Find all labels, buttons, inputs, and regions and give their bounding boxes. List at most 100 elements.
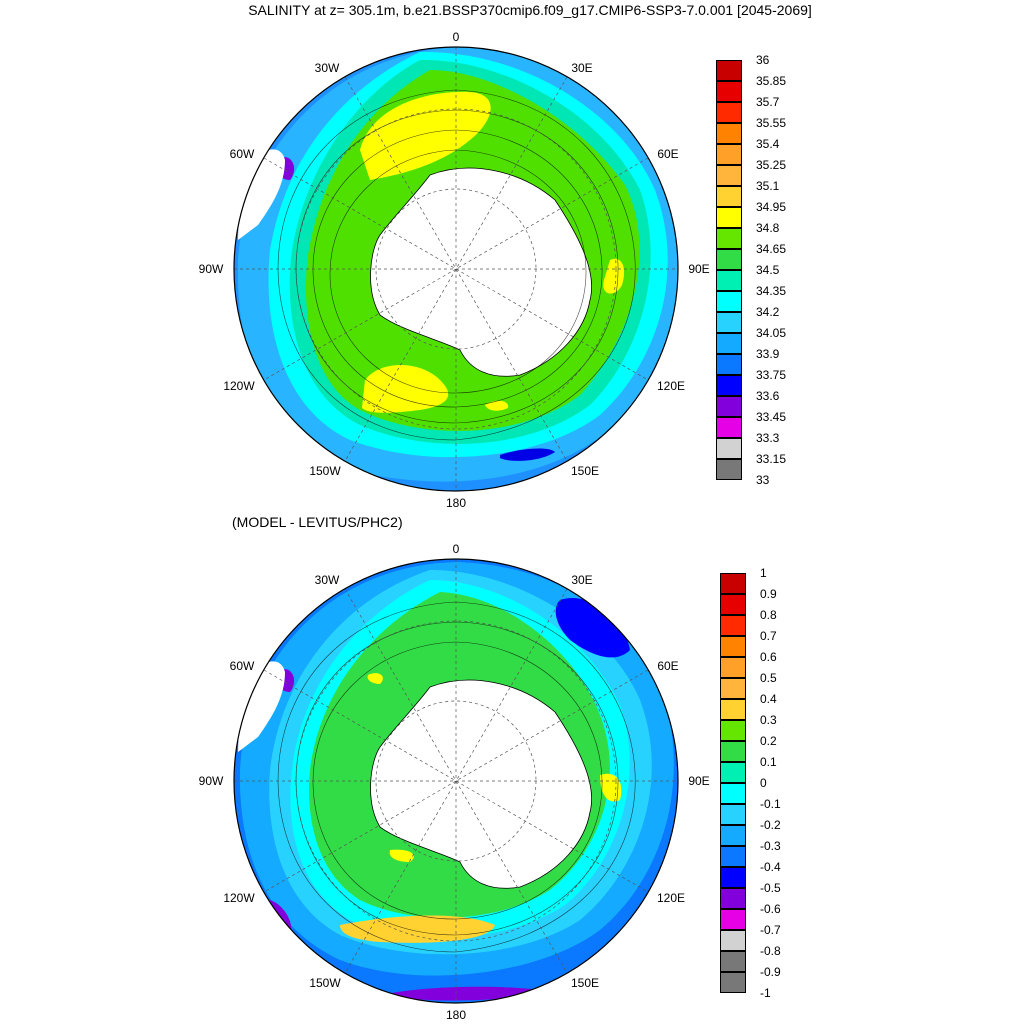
colorbar-label: -0.3: [760, 839, 781, 853]
colorbar-label: 0.9: [760, 587, 777, 601]
colorbar-label: 36: [756, 53, 770, 67]
colorbar-swatch: [716, 375, 742, 396]
colorbar-swatch: [716, 333, 742, 354]
colorbar-label: -1: [760, 986, 771, 1000]
colorbar-swatch: [716, 312, 742, 333]
colorbar-swatch: [716, 459, 742, 480]
colorbar-label: 34.35: [756, 284, 787, 298]
colorbar-label: -0.6: [760, 902, 781, 916]
lon-label-120e: 120E: [656, 379, 686, 393]
lon-label-30w: 30W: [314, 61, 340, 75]
colorbar-swatch: [720, 846, 746, 867]
colorbar-swatch: [720, 594, 746, 615]
colorbar-label: -0.9: [760, 965, 781, 979]
colorbar-label: 34.65: [756, 242, 787, 256]
lon-label-30w: 30W: [314, 573, 340, 587]
colorbar-label: 1: [760, 566, 767, 580]
lon-label-90e: 90E: [688, 262, 710, 276]
colorbar-swatch: [720, 573, 746, 594]
colorbar-label: 35.85: [756, 74, 787, 88]
lon-label-150e: 150E: [570, 976, 600, 990]
lon-label-120w: 120W: [223, 891, 255, 905]
colorbar-label: 33.3: [756, 431, 780, 445]
colorbar-swatch: [716, 396, 742, 417]
lon-label-60e: 60E: [657, 147, 679, 161]
colorbar-swatch: [720, 678, 746, 699]
colorbar-label: 34.05: [756, 326, 787, 340]
colorbar-swatch: [716, 438, 742, 459]
colorbar-swatch: [720, 972, 746, 993]
colorbar-label: 33.75: [756, 368, 787, 382]
colorbar-swatch: [720, 699, 746, 720]
colorbar-swatch: [716, 249, 742, 270]
lon-label-120w: 120W: [223, 379, 255, 393]
colorbar-swatch: [716, 270, 742, 291]
colorbar-label: 0.7: [760, 629, 777, 643]
colorbar-label: -0.5: [760, 881, 781, 895]
lon-label-60w: 60W: [229, 147, 255, 161]
lon-label-0: 0: [452, 30, 460, 44]
colorbar-label: 35.55: [756, 116, 787, 130]
colorbar-swatch: [720, 804, 746, 825]
lon-label-60e: 60E: [657, 659, 679, 673]
colorbar-label: 34.2: [756, 305, 780, 319]
colorbar-label: 33.9: [756, 347, 780, 361]
colorbar-label: 0.6: [760, 650, 777, 664]
colorbar-label: 35.7: [756, 95, 780, 109]
colorbar-label: 0.1: [760, 755, 777, 769]
lon-label-120e: 120E: [656, 891, 686, 905]
colorbar-swatch: [720, 615, 746, 636]
colorbar-swatch: [716, 144, 742, 165]
colorbar-label: 33.15: [756, 452, 787, 466]
lon-label-180: 180: [445, 1008, 467, 1022]
lon-label-30e: 30E: [571, 573, 593, 587]
colorbar-swatch: [720, 741, 746, 762]
lon-label-30e: 30E: [571, 61, 593, 75]
colorbar-swatch: [716, 354, 742, 375]
lon-label-60w: 60W: [229, 659, 255, 673]
colorbar-swatch: [720, 636, 746, 657]
colorbar-swatch: [720, 888, 746, 909]
lon-label-150w: 150W: [309, 976, 341, 990]
lon-label-150e: 150E: [570, 464, 600, 478]
lon-label-150w: 150W: [309, 464, 341, 478]
lon-label-90e: 90E: [688, 774, 710, 788]
colorbar-swatch: [720, 909, 746, 930]
colorbar-swatch: [720, 783, 746, 804]
colorbar-label: -0.8: [760, 944, 781, 958]
difference-map: [234, 559, 678, 1003]
difference-subtitle: (MODEL - LEVITUS/PHC2): [232, 514, 403, 530]
lon-label-0: 0: [452, 542, 460, 556]
colorbar-label: 35.25: [756, 158, 787, 172]
colorbar-swatch: [716, 102, 742, 123]
lon-label-90w: 90W: [198, 774, 224, 788]
colorbar-swatch: [720, 720, 746, 741]
colorbar-swatch: [716, 186, 742, 207]
colorbar-swatch: [720, 762, 746, 783]
colorbar-label: 0: [760, 776, 767, 790]
colorbar-swatch: [716, 81, 742, 102]
colorbar-swatch: [720, 825, 746, 846]
colorbar-label: 0.3: [760, 713, 777, 727]
plot-title: SALINITY at z= 305.1m, b.e21.BSSP370cmip…: [248, 2, 812, 18]
colorbar-label: 0.5: [760, 671, 777, 685]
lon-label-180: 180: [445, 496, 467, 510]
colorbar-label: 34.5: [756, 263, 780, 277]
colorbar-label: 0.4: [760, 692, 777, 706]
colorbar-swatch: [716, 60, 742, 81]
colorbar-swatch: [720, 930, 746, 951]
colorbar-label: -0.7: [760, 923, 781, 937]
colorbar-label: 34.95: [756, 200, 787, 214]
colorbar-swatch: [720, 657, 746, 678]
lon-label-90w: 90W: [198, 262, 224, 276]
colorbar-label: 0.8: [760, 608, 777, 622]
colorbar-swatch: [716, 207, 742, 228]
colorbar-swatch: [716, 165, 742, 186]
colorbar-label: 33.45: [756, 410, 787, 424]
colorbar-label: 34.8: [756, 221, 780, 235]
colorbar-swatch: [716, 228, 742, 249]
colorbar-swatch: [720, 867, 746, 888]
colorbar-label: -0.1: [760, 797, 781, 811]
colorbar-swatch: [716, 417, 742, 438]
